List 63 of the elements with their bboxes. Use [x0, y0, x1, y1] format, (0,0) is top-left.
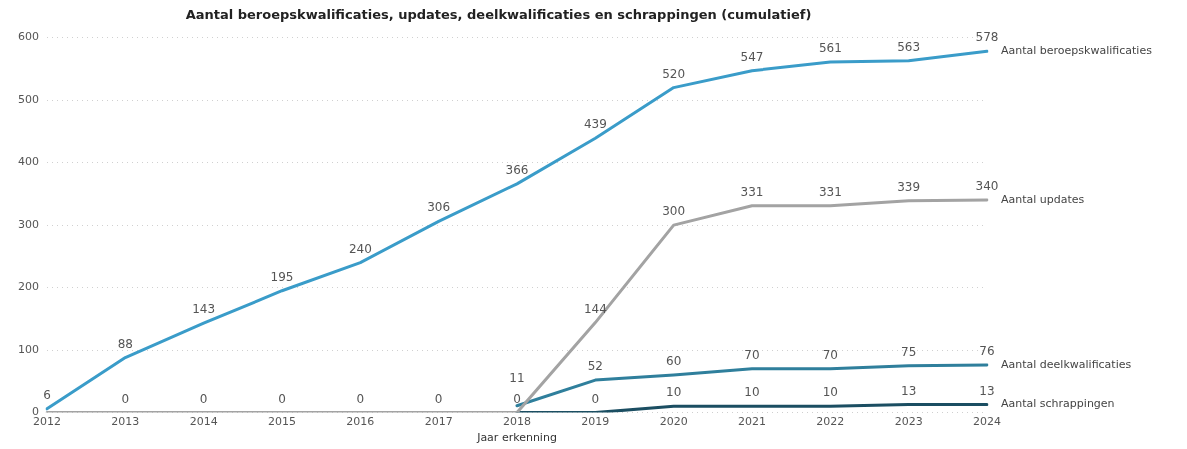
x-tick-label: 2016 [346, 415, 375, 429]
data-label: 366 [505, 162, 529, 177]
data-label: 561 [818, 41, 842, 56]
data-label: 10 [666, 385, 682, 400]
data-label: 70 [822, 347, 838, 362]
data-label: 331 [818, 184, 842, 199]
data-label: 52 [587, 359, 603, 374]
x-axis-title: Jaar erkenning [476, 431, 557, 445]
data-label: 520 [662, 66, 686, 81]
x-tick-label: 2020 [659, 415, 688, 429]
data-label: 0 [199, 391, 208, 406]
x-tick-label: 2012 [33, 415, 61, 429]
data-label: 144 [583, 301, 607, 316]
data-label: 339 [897, 179, 921, 194]
x-tick-label: 2017 [424, 415, 453, 429]
data-label: 10 [822, 385, 838, 400]
data-label: 13 [901, 383, 917, 398]
data-label: 60 [666, 354, 682, 369]
x-tick-label: 2023 [894, 415, 923, 429]
series-label: Aantal updates [1001, 192, 1085, 206]
data-label: 578 [975, 30, 999, 45]
x-tick-label: 2013 [111, 415, 140, 429]
data-label: 0 [434, 391, 443, 406]
data-label: 10 [744, 385, 760, 400]
y-tick-label: 500 [18, 92, 39, 106]
data-label: 143 [192, 302, 216, 317]
data-label: 0 [121, 391, 130, 406]
y-tick-label: 100 [18, 342, 39, 356]
data-label: 240 [348, 241, 372, 256]
y-tick-label: 400 [18, 155, 39, 169]
data-label: 0 [591, 391, 600, 406]
data-label: 88 [117, 336, 133, 351]
series-label: Aantal deelkwalificaties [1001, 357, 1132, 371]
x-tick-label: 2014 [189, 415, 218, 429]
y-tick-label: 300 [18, 217, 39, 231]
data-label: 0 [278, 391, 286, 406]
data-label: 0 [356, 391, 365, 406]
data-label: 300 [662, 204, 686, 219]
data-label: 75 [901, 344, 917, 359]
series-label: Aantal schrappingen [1001, 397, 1115, 411]
y-tick-label: 600 [18, 30, 39, 44]
y-tick-label: 200 [18, 280, 39, 294]
data-label: 306 [427, 200, 451, 215]
data-label: 76 [979, 344, 995, 359]
x-tick-label: 2021 [738, 415, 766, 429]
x-tick-label: 2024 [973, 415, 1001, 429]
chart-title: Aantal beroepskwalificaties, updates, deelkwalificaties en schrappingen (cumulatief) [185, 7, 812, 23]
x-tick-label: 2022 [816, 415, 845, 429]
x-tick-label: 2019 [581, 415, 610, 429]
x-tick-label: 2018 [503, 415, 531, 429]
x-tick-label: 2015 [268, 415, 296, 429]
data-label: 0 [513, 391, 521, 406]
data-label: 439 [583, 117, 607, 132]
data-label: 340 [975, 179, 999, 194]
series-label: Aantal beroepskwalificaties [1001, 44, 1153, 58]
data-label: 70 [744, 347, 760, 362]
data-label: 6 [43, 387, 51, 402]
data-label: 195 [270, 269, 294, 284]
data-label: 547 [740, 49, 764, 64]
data-label: 563 [897, 39, 921, 54]
data-label: 13 [979, 383, 995, 398]
data-label: 11 [509, 370, 525, 385]
data-label: 331 [740, 184, 764, 199]
